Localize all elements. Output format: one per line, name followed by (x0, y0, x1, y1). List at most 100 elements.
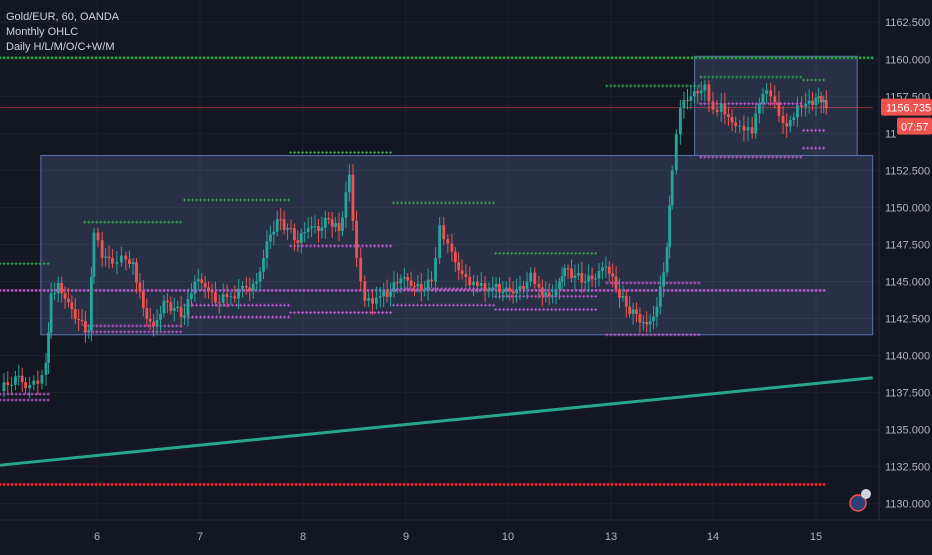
level-dot (182, 56, 186, 60)
level-dot (634, 56, 638, 60)
level-dot (514, 56, 518, 60)
candle-body (92, 232, 96, 277)
level-dot (202, 56, 206, 60)
level-dot (634, 483, 638, 486)
level-dot (14, 56, 18, 60)
level-dot (162, 56, 166, 60)
level-dot (98, 56, 102, 60)
price-tick-partial: 11 (885, 128, 896, 140)
indicator-daily-levels[interactable]: Daily H/L/M/O/C+W/M (6, 41, 115, 53)
candle-body (533, 272, 537, 284)
level-dot (154, 288, 158, 292)
level-dot (10, 483, 14, 486)
level-dot (858, 56, 862, 60)
candle-body (363, 281, 367, 301)
daily-high-level (0, 262, 50, 266)
level-dot (430, 483, 434, 486)
daily-low-level (289, 311, 393, 315)
level-dot (214, 483, 218, 486)
level-dot (650, 288, 654, 292)
daily-high-level (183, 198, 291, 202)
level-dot (326, 483, 330, 486)
level-dot (410, 56, 414, 60)
level-dot (230, 56, 234, 60)
level-dot (318, 288, 322, 292)
level-dot (750, 483, 754, 486)
level-dot (698, 483, 702, 486)
level-dot (798, 483, 802, 486)
level-dot (310, 56, 314, 60)
level-dot (534, 483, 538, 486)
level-dot (302, 483, 306, 486)
candle-body (303, 231, 307, 234)
daily-low-level (392, 303, 496, 307)
level-dot (714, 483, 718, 486)
candle-body (614, 276, 618, 289)
candle-body (67, 298, 70, 303)
level-dot (370, 56, 374, 60)
level-dot (234, 483, 238, 486)
candle-body (176, 306, 180, 309)
level-dot (358, 56, 362, 60)
candle-body (371, 298, 374, 304)
level-dot (378, 56, 382, 60)
level-dot (506, 483, 510, 486)
indicator-monthly-ohlc[interactable]: Monthly OHLC (6, 26, 79, 38)
level-dot (246, 56, 250, 60)
level-dot (310, 483, 314, 486)
level-dot (154, 483, 158, 486)
level-dot (178, 56, 182, 60)
candle-body (351, 174, 355, 221)
candle-body (769, 90, 773, 97)
level-dot (662, 483, 666, 486)
daily-low-level (494, 308, 598, 312)
level-dot (42, 483, 46, 486)
level-dot (806, 483, 810, 486)
level-dot (54, 483, 58, 486)
level-dot (374, 483, 378, 486)
candle-body (337, 223, 341, 232)
candle-body (286, 228, 289, 230)
level-dot (686, 288, 690, 292)
candle-body (631, 309, 635, 315)
level-dot (282, 56, 286, 60)
time-tick-label: 7 (197, 531, 203, 543)
level-dot (198, 288, 202, 292)
candle-body (323, 218, 327, 228)
level-dot (122, 288, 126, 292)
level-dot (506, 56, 510, 60)
level-dot (634, 288, 638, 292)
level-dot (318, 483, 322, 486)
level-dot (138, 56, 142, 60)
candle-body (396, 282, 399, 284)
level-dot (654, 56, 658, 60)
level-dot (666, 288, 670, 292)
time-tick-label: 6 (94, 531, 100, 543)
level-dot (94, 56, 98, 60)
level-dot (274, 56, 278, 60)
level-dot (670, 56, 674, 60)
level-dot (642, 288, 646, 292)
candle-body (800, 105, 803, 107)
level-dot (746, 483, 750, 486)
level-dot (606, 483, 610, 486)
level-dot (686, 56, 690, 60)
candle-body (107, 256, 111, 259)
symbol-title[interactable]: Gold/EUR, 60, OANDA (6, 11, 120, 23)
level-dot (22, 56, 26, 60)
candle-body (89, 276, 93, 331)
candle-body (703, 84, 707, 91)
level-dot (526, 483, 530, 486)
level-dot (750, 288, 754, 292)
candle-body (686, 99, 689, 101)
level-dot (194, 56, 198, 60)
candle-body (576, 273, 580, 276)
candle-body (742, 125, 746, 131)
level-dot (502, 288, 506, 292)
level-dot (122, 483, 126, 486)
level-dot (58, 56, 62, 60)
candle-body (207, 287, 210, 291)
level-dot (150, 56, 154, 60)
